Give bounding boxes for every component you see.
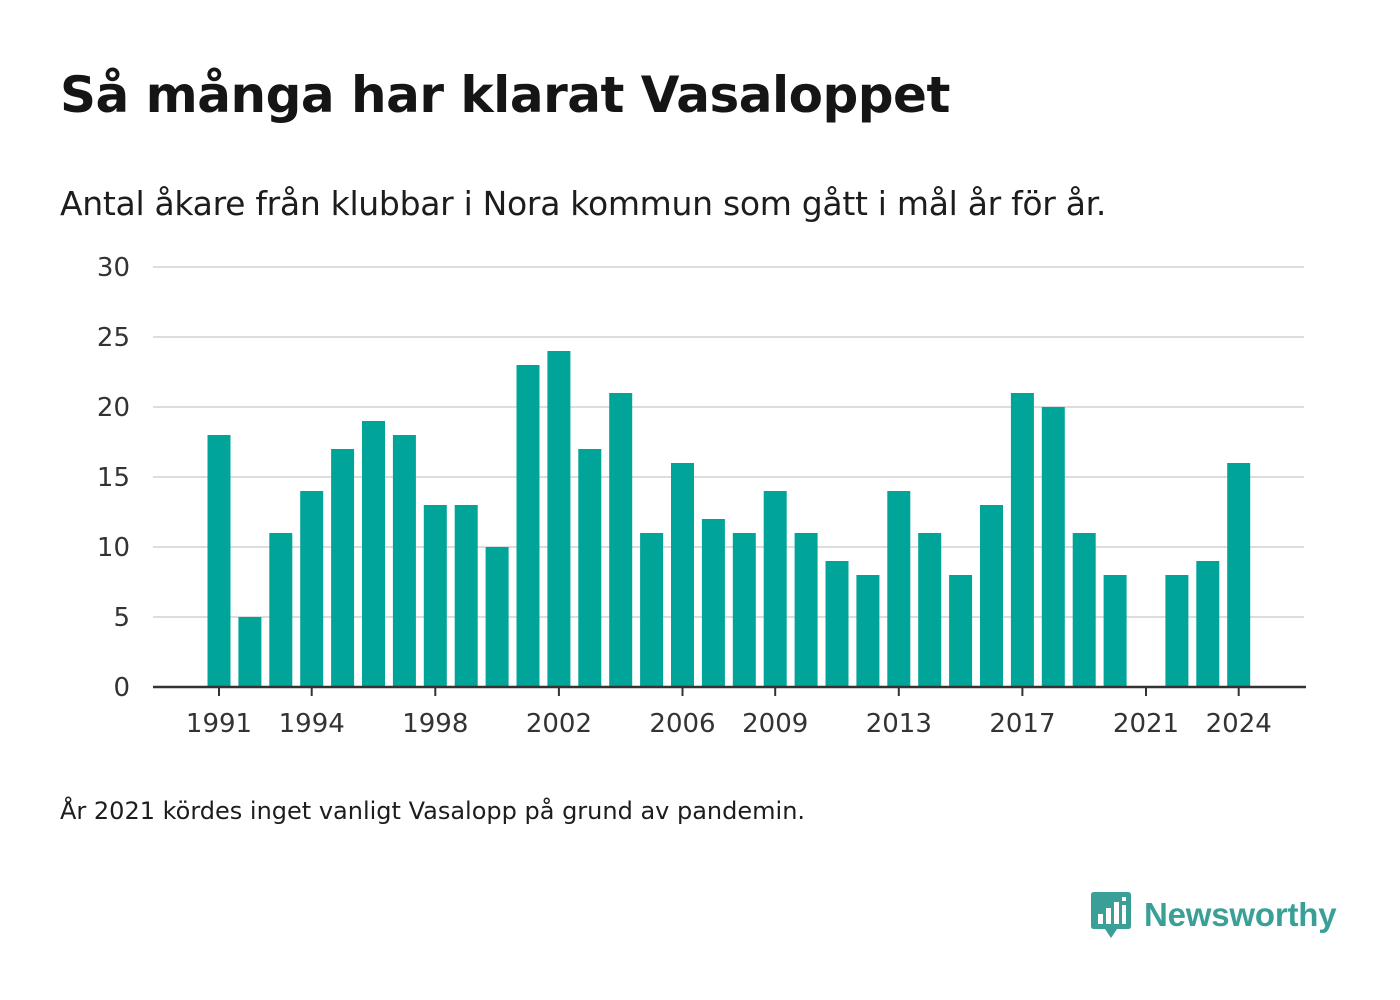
bar-2005 <box>640 533 664 687</box>
footnote: År 2021 kördes inget vanligt Vasalopp på… <box>60 797 806 825</box>
y-tick-label-10: 10 <box>97 533 130 563</box>
y-tick-label-25: 25 <box>97 323 130 353</box>
bar-2007 <box>701 519 725 687</box>
bar-2023 <box>1196 561 1220 687</box>
bar-2019 <box>1072 533 1096 687</box>
bar-2001 <box>516 365 540 687</box>
brand-logo: Newsworthy <box>1090 890 1337 940</box>
x-tick-label-2013: 2013 <box>866 709 932 739</box>
bar-2003 <box>578 449 602 687</box>
brand-name: Newsworthy <box>1144 896 1337 933</box>
bar-2000 <box>485 547 509 687</box>
x-tick-label-2009: 2009 <box>742 709 808 739</box>
bar-1991 <box>207 435 231 687</box>
y-tick-label-15: 15 <box>97 463 130 493</box>
x-tick-label-2002: 2002 <box>526 709 592 739</box>
bar-1999 <box>454 505 478 687</box>
x-tick-label-2017: 2017 <box>989 709 1055 739</box>
bar-2022 <box>1165 575 1189 687</box>
chart-subtitle: Antal åkare från klubbar i Nora kommun s… <box>60 184 1107 223</box>
x-tick-label-2006: 2006 <box>649 709 715 739</box>
bar-2014 <box>918 533 942 687</box>
bar-2012 <box>856 575 880 687</box>
bar-2013 <box>887 491 911 687</box>
bar-1998 <box>423 505 447 687</box>
chart-title: Så många har klarat Vasaloppet <box>60 66 950 124</box>
bar-2004 <box>609 393 633 687</box>
bar-2017 <box>1010 393 1034 687</box>
x-tick-label-1998: 1998 <box>402 709 468 739</box>
bar-2009 <box>763 491 787 687</box>
x-tick-label-2024: 2024 <box>1206 709 1272 739</box>
bar-2016 <box>980 505 1003 687</box>
bar-2024 <box>1227 463 1251 687</box>
x-axis <box>153 685 1306 696</box>
bar-2011 <box>825 561 849 687</box>
x-tick-label-1994: 1994 <box>279 709 345 739</box>
bar-2010 <box>794 533 818 687</box>
bar-1997 <box>392 435 416 687</box>
bar-chart-speech-bubble-icon <box>1091 892 1131 938</box>
x-axis-labels: 1991 1994 1998 2002 2006 2009 2013 2017 2021 2024 <box>186 709 1272 739</box>
bar-1993 <box>269 533 293 687</box>
y-tick-label-5: 5 <box>113 603 130 633</box>
bars <box>207 351 1251 687</box>
y-axis-labels: 0 5 10 15 20 25 30 <box>97 253 130 703</box>
bar-1996 <box>362 421 385 687</box>
bar-2015 <box>949 575 973 687</box>
bar-chart: 0 5 10 15 20 25 30 1991 1994 1998 2002 2006 2009 201… <box>97 253 1306 739</box>
bar-2008 <box>732 533 756 687</box>
y-tick-label-20: 20 <box>97 393 130 423</box>
bar-2006 <box>671 463 694 687</box>
bar-1994 <box>300 491 324 687</box>
bar-2002 <box>547 351 571 687</box>
gridlines <box>153 266 1304 618</box>
x-tick-label-1991: 1991 <box>186 709 252 739</box>
y-tick-label-0: 0 <box>113 673 130 703</box>
bar-2018 <box>1041 407 1065 687</box>
bar-1992 <box>238 617 262 687</box>
bar-1995 <box>331 449 355 687</box>
x-tick-label-2021: 2021 <box>1113 709 1179 739</box>
bar-2020 <box>1103 575 1127 687</box>
y-tick-label-30: 30 <box>97 253 130 283</box>
